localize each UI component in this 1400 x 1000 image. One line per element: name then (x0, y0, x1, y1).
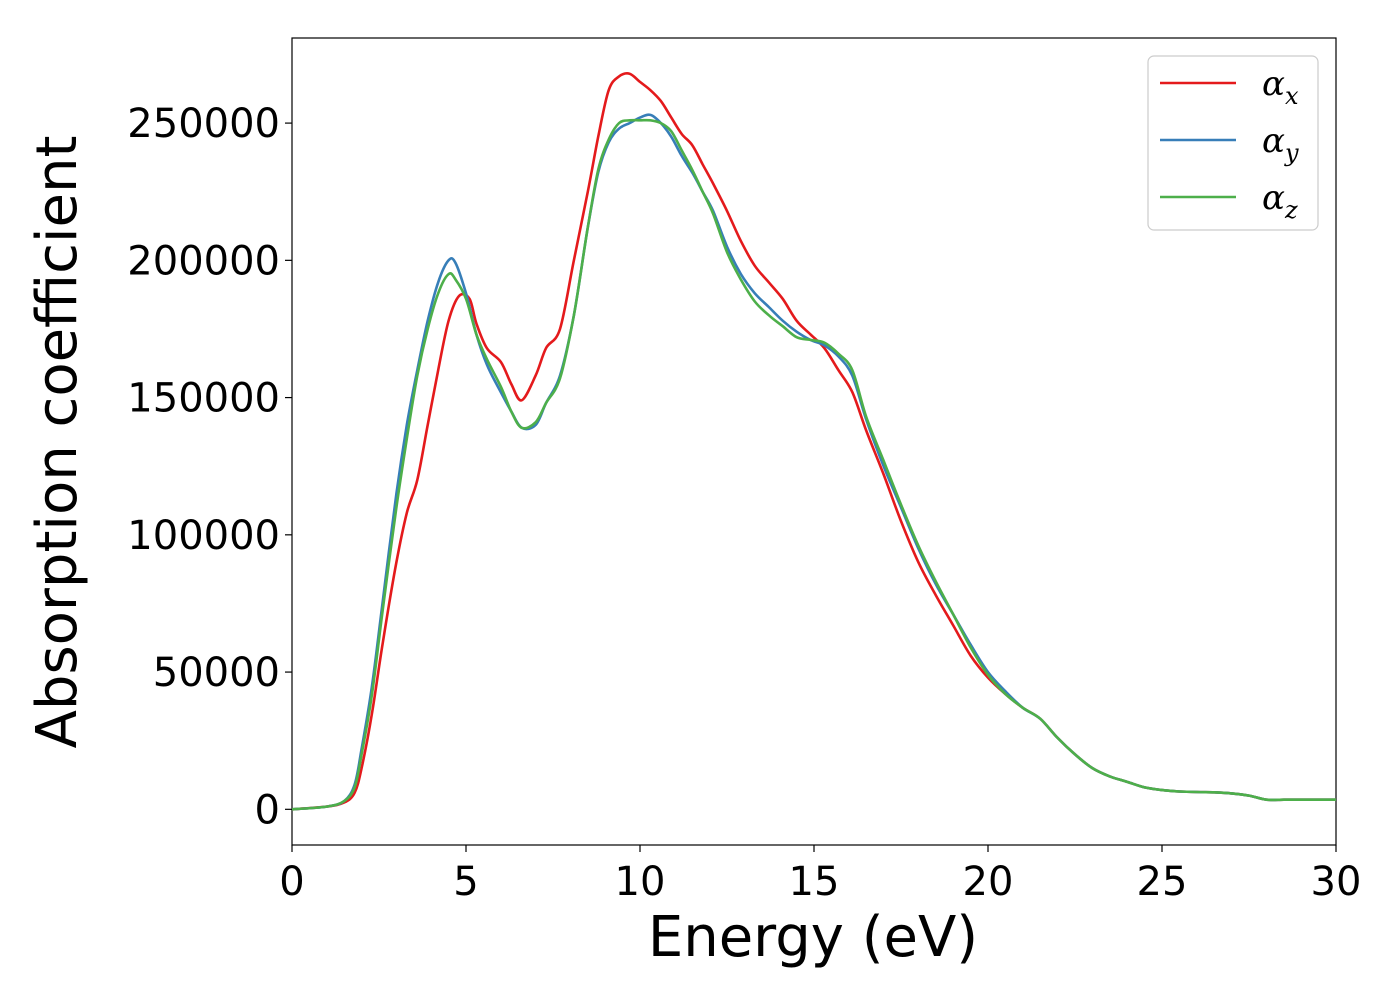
legend-subscript: y (1284, 139, 1299, 167)
y-tick-label: 50000 (153, 650, 280, 696)
legend-subscript: z (1284, 196, 1298, 224)
x-tick-label: 30 (1311, 859, 1362, 905)
legend-subscript: x (1285, 82, 1299, 110)
legend-label-x: αx (1262, 64, 1299, 110)
y-tick-label: 200000 (127, 238, 280, 284)
x-tick-label: 15 (789, 859, 840, 905)
x-axis-title: Energy (eV) (648, 905, 978, 970)
x-tick-label: 25 (1137, 859, 1188, 905)
legend-box (1147, 55, 1319, 231)
y-tick-label: 100000 (127, 513, 280, 559)
tick-layer: 0 5 10 15 20 25 30 0 50000 100000 150000 200000 2500… (127, 101, 1361, 905)
series-layer (291, 72, 1336, 811)
x-tick-label: 10 (615, 859, 666, 905)
y-tick-label: 250000 (127, 101, 280, 147)
series-line-z (291, 118, 1336, 811)
y-tick-label: 150000 (127, 376, 280, 422)
x-tick-label: 20 (963, 859, 1014, 905)
x-tick-label: 5 (453, 859, 478, 905)
y-tick-label: 0 (255, 787, 280, 833)
x-tick-label: 0 (279, 859, 304, 905)
y-axis-title: Absorption coefficient (25, 136, 90, 749)
